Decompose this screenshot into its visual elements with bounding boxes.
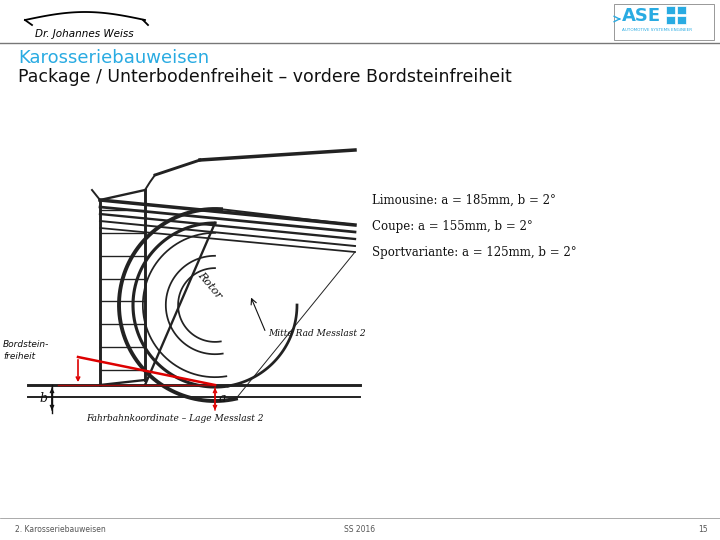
Text: a: a — [219, 393, 227, 406]
Bar — [666, 6, 675, 14]
Text: SS 2016: SS 2016 — [344, 524, 376, 534]
Text: Sportvariante: a = 125mm, b = 2°: Sportvariante: a = 125mm, b = 2° — [372, 246, 577, 259]
Text: Package / Unterbodenfreiheit – vordere Bordsteinfreiheit: Package / Unterbodenfreiheit – vordere B… — [18, 68, 512, 86]
Text: ASE: ASE — [622, 7, 661, 25]
Bar — [666, 16, 675, 24]
Text: Rotor: Rotor — [196, 269, 224, 300]
Text: 15: 15 — [698, 524, 708, 534]
Text: Mitte Rad Messlast 2: Mitte Rad Messlast 2 — [268, 328, 366, 338]
Text: Bordstein-
freiheit: Bordstein- freiheit — [3, 340, 50, 361]
Text: 2. Karosseriebauweisen: 2. Karosseriebauweisen — [15, 524, 106, 534]
Text: Karosseriebauweisen: Karosseriebauweisen — [18, 49, 209, 67]
Text: b: b — [39, 393, 47, 406]
Text: Coupe: a = 155mm, b = 2°: Coupe: a = 155mm, b = 2° — [372, 220, 533, 233]
Bar — [677, 16, 686, 24]
Text: AUTOMOTIVE SYSTEMS ENGINEER: AUTOMOTIVE SYSTEMS ENGINEER — [622, 28, 692, 32]
Bar — [677, 6, 686, 14]
Text: Fahrbahnkoordinate – Lage Messlast 2: Fahrbahnkoordinate – Lage Messlast 2 — [86, 414, 264, 423]
FancyBboxPatch shape — [614, 4, 714, 40]
Text: Limousine: a = 185mm, b = 2°: Limousine: a = 185mm, b = 2° — [372, 194, 556, 207]
Text: Dr. Johannes Weiss: Dr. Johannes Weiss — [35, 29, 133, 39]
